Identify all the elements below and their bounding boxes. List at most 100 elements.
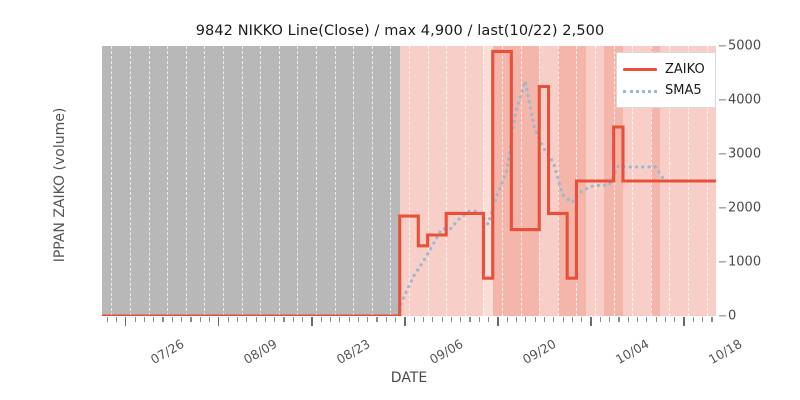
gridline — [204, 46, 206, 316]
series-lines — [102, 49, 716, 316]
gridline — [148, 46, 151, 316]
x-tick-mark-minor — [357, 317, 360, 322]
gridline — [260, 46, 262, 316]
x-tick-mark-minor — [543, 317, 546, 322]
x-tick-mark-minor — [115, 317, 118, 322]
gridline — [167, 46, 169, 316]
y-tick-label: 2000 — [728, 200, 762, 216]
x-tick-mark-minor — [506, 317, 508, 322]
x-tick-mark-minor — [627, 317, 629, 322]
x-tick-mark-minor — [208, 317, 211, 322]
x-tick-mark-minor — [692, 317, 694, 322]
chart-legend[interactable]: ZAIKO SMA5 — [616, 52, 716, 108]
gridline — [315, 46, 318, 316]
x-tick-label: 10/04 — [613, 336, 652, 368]
x-axis-label: DATE — [390, 370, 428, 386]
gridline — [241, 46, 244, 316]
x-tick-mark-minor — [618, 317, 620, 322]
gridline — [334, 46, 337, 316]
x-tick-mark-minor — [339, 317, 341, 322]
x-tick-mark-minor — [581, 317, 583, 322]
x-tick-mark-minor — [143, 317, 146, 322]
x-tick-mark-minor — [171, 317, 173, 322]
legend-item-zaiko[interactable]: ZAIKO — [623, 59, 707, 80]
gridline — [390, 46, 392, 316]
x-tick-mark-minor — [515, 317, 518, 322]
y-tick-mark — [719, 153, 726, 155]
band-gray-no-data — [102, 46, 400, 316]
x-tick-mark-minor — [422, 317, 425, 322]
gridline — [427, 46, 430, 316]
x-tick-mark-major — [125, 317, 127, 326]
x-tick-mark-minor — [255, 317, 257, 322]
x-tick-mark-minor — [236, 317, 239, 322]
x-tick-mark-minor — [609, 317, 611, 322]
x-tick-mark-minor — [367, 317, 369, 322]
x-tick-mark-minor — [264, 317, 266, 322]
x-tick-mark-minor — [320, 317, 322, 322]
y-tick-mark — [719, 207, 726, 209]
y-tick-label: 0 — [728, 308, 737, 324]
y-tick-label: 4000 — [728, 92, 762, 108]
x-tick-mark-minor — [302, 317, 304, 322]
gridline — [446, 46, 448, 316]
chart-title: 9842 NIKKO Line(Close) / max 4,900 / las… — [195, 23, 605, 39]
y-tick-label: 5000 — [728, 38, 762, 54]
x-tick-mark-minor — [441, 317, 443, 322]
x-tick-mark-minor — [385, 317, 387, 322]
gridline — [278, 46, 281, 316]
x-tick-mark-minor — [199, 317, 201, 322]
gridline — [520, 46, 523, 316]
x-tick-mark-minor — [702, 317, 704, 322]
x-tick-mark-minor — [478, 317, 480, 322]
x-tick-label: 10/18 — [706, 336, 745, 368]
plot-area — [102, 46, 716, 316]
x-tick-mark-minor — [646, 317, 648, 322]
y-tick-label: 3000 — [728, 146, 762, 162]
x-tick-mark-minor — [534, 317, 536, 322]
y-tick-mark — [719, 45, 726, 47]
gridline — [502, 46, 504, 316]
gridline — [111, 46, 113, 316]
legend-label-sma5: SMA5 — [665, 83, 702, 98]
x-tick-mark-minor — [395, 317, 397, 322]
x-tick-mark-minor — [664, 317, 667, 322]
x-tick-mark-minor — [376, 317, 378, 322]
y-tick-label: 1000 — [728, 254, 762, 270]
band-pink-light — [399, 46, 484, 316]
y-tick-mark — [719, 315, 726, 317]
x-tick-mark-minor — [636, 317, 639, 322]
gridline — [297, 46, 299, 316]
x-tick-mark-minor — [553, 317, 555, 322]
x-tick-mark-minor — [711, 317, 713, 322]
y-axis-label: IPPAN ZAIKO (volume) — [52, 107, 68, 263]
x-tick-mark-major — [590, 317, 592, 326]
x-tick-mark-major — [404, 317, 406, 326]
gridline — [222, 46, 225, 316]
x-tick-mark-minor — [525, 317, 527, 322]
x-tick-mark-minor — [274, 317, 276, 322]
band-pink-dark — [492, 46, 540, 316]
legend-swatch-sma5 — [623, 85, 657, 97]
y-tick-mark — [719, 99, 726, 101]
band-pink-pale — [483, 46, 493, 316]
x-tick-mark-minor — [488, 317, 490, 322]
x-tick-mark-minor — [571, 317, 573, 322]
x-tick-mark-minor — [162, 317, 164, 322]
x-tick-mark-minor — [674, 317, 676, 322]
x-tick-mark-minor — [246, 317, 248, 322]
x-tick-label: 07/26 — [148, 336, 187, 368]
x-tick-mark-minor — [655, 317, 657, 322]
legend-item-sma5[interactable]: SMA5 — [623, 80, 707, 101]
x-tick-mark-major — [311, 317, 313, 326]
x-tick-mark-minor — [106, 317, 108, 322]
x-tick-mark-minor — [134, 317, 136, 322]
x-tick-mark-major — [683, 317, 685, 326]
x-tick-mark-minor — [599, 317, 601, 322]
x-tick-mark-minor — [292, 317, 294, 322]
series-line-sma5 — [142, 79, 713, 316]
gridline — [371, 46, 374, 316]
legend-label-zaiko: ZAIKO — [665, 62, 705, 77]
gridline — [353, 46, 355, 316]
